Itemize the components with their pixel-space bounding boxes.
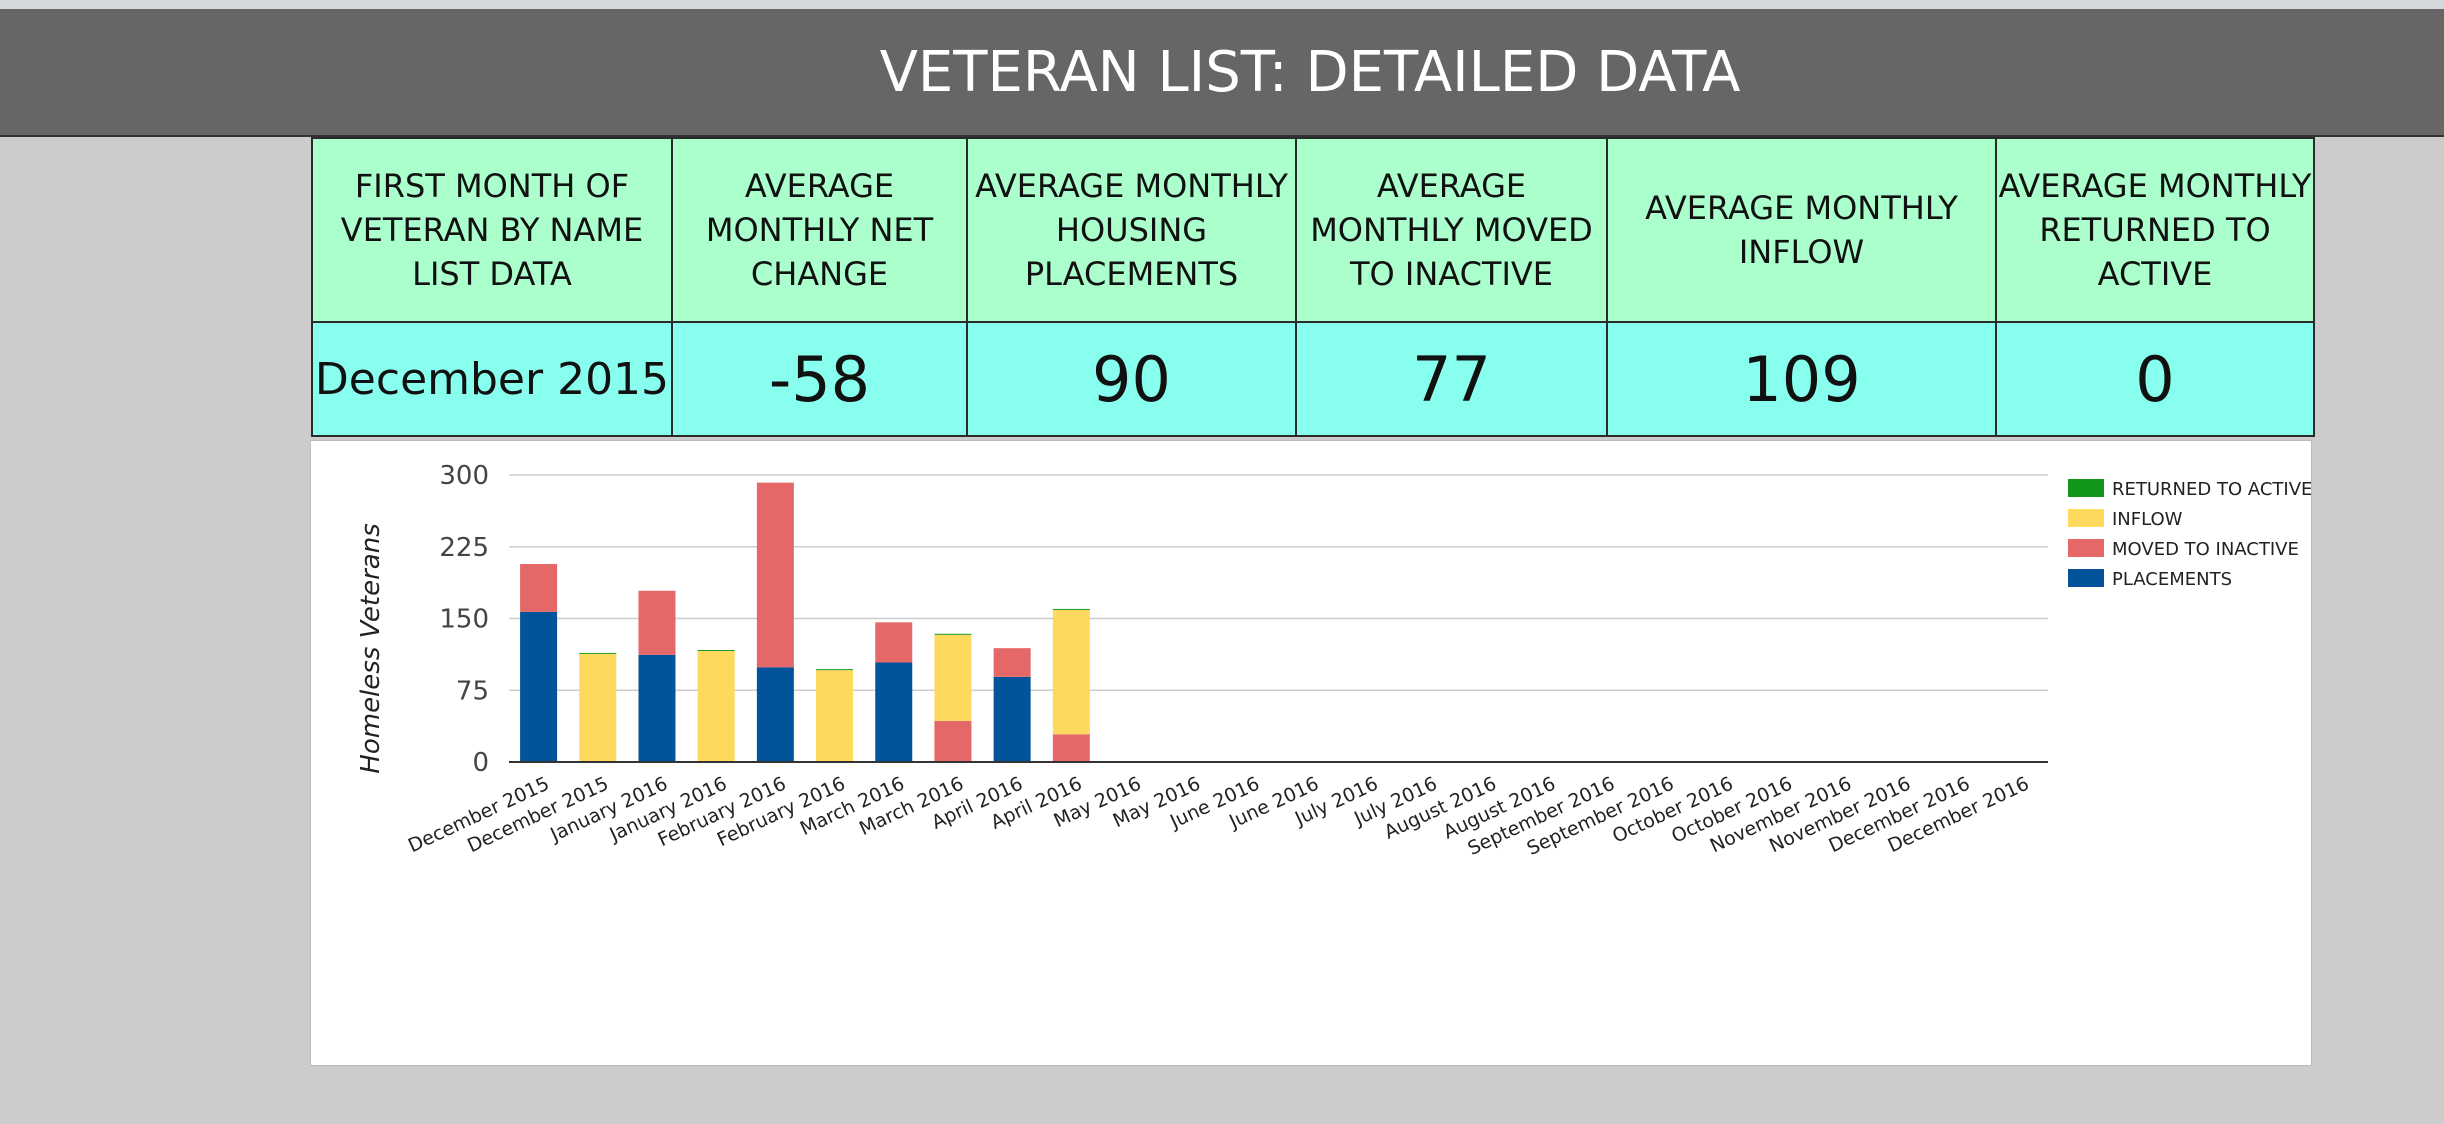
summary-table: FIRST MONTH OF VETERAN BY NAME LIST DATA… [311,137,2315,437]
legend-swatch [2068,509,2104,527]
value-inflow: 109 [1606,321,1997,437]
legend-swatch [2068,539,2104,557]
value-returned-to-active: 0 [1995,321,2315,437]
page-title: VETERAN LIST: DETAILED DATA [879,40,1741,105]
header-first-month: FIRST MONTH OF VETERAN BY NAME LIST DATA [311,137,673,323]
y-tick-label: 0 [472,748,489,778]
chart-panel: 0 75 150 225 300 December 2015 December 2015 J… [310,440,2312,1066]
y-tick-label: 225 [439,533,489,563]
summary-header-row: FIRST MONTH OF VETERAN BY NAME LIST DATA… [311,137,2315,323]
bar-segment [1052,609,1090,735]
header-returned-to-active: AVERAGE MONTHLY RETURNED TO ACTIVE [1995,137,2315,323]
bar-segment [697,650,735,652]
bar-segment [520,611,558,762]
y-tick-label: 150 [439,605,489,635]
header-moved-to-inactive: AVERAGE MONTHLY MOVED TO INACTIVE [1295,137,1608,323]
summary-value-row: December 2015 -58 90 77 109 0 [311,321,2315,437]
bar-segment [875,662,913,762]
y-tick-labels: 0 75 150 225 300 [439,461,489,778]
bar-segment [638,654,676,762]
value-moved-to-inactive: 77 [1295,321,1608,437]
bar-segment [579,652,617,654]
y-tick-label: 300 [439,461,489,491]
bar-segment [1052,608,1090,610]
y-tick-label: 75 [456,676,489,706]
bars [520,482,1090,762]
bar-segment [875,622,913,663]
bar-segment [579,653,617,762]
legend-swatch [2068,479,2104,497]
bar-segment [520,563,558,612]
bar-segment [756,667,794,762]
header-housing-placements: AVERAGE MONTHLY HOUSING PLACEMENTS [966,137,1297,323]
bar-segment [816,670,854,762]
legend: RETURNED TO ACTIVE INFLOW MOVED TO INACTIV… [2068,479,2311,590]
legend-label: PLACEMENTS [2112,569,2232,590]
window-top-strip [0,0,2444,9]
legend-label: MOVED TO INACTIVE [2112,539,2299,560]
bar-segment [934,633,972,635]
bar-segment [816,669,854,671]
legend-label: RETURNED TO ACTIVE [2112,479,2311,500]
y-axis-label: Homeless Veterans [356,523,386,773]
bar-segment [756,482,794,668]
gridlines [509,474,2048,691]
legend-label: INFLOW [2112,509,2183,530]
value-housing-placements: 90 [966,321,1297,437]
bar-segment [934,634,972,721]
bar-segment [993,648,1031,677]
value-net-change: -58 [671,321,968,437]
header-inflow: AVERAGE MONTHLY INFLOW [1606,137,1997,323]
bar-segment [638,590,676,655]
header-net-change: AVERAGE MONTHLY NET CHANGE [671,137,968,323]
bar-segment [934,720,972,762]
bar-segment [1052,734,1090,762]
bar-segment [993,676,1031,762]
legend-swatch [2068,569,2104,587]
bar-segment [697,651,735,762]
title-bar: VETERAN LIST: DETAILED DATA [0,9,2444,137]
value-first-month: December 2015 [311,321,673,437]
